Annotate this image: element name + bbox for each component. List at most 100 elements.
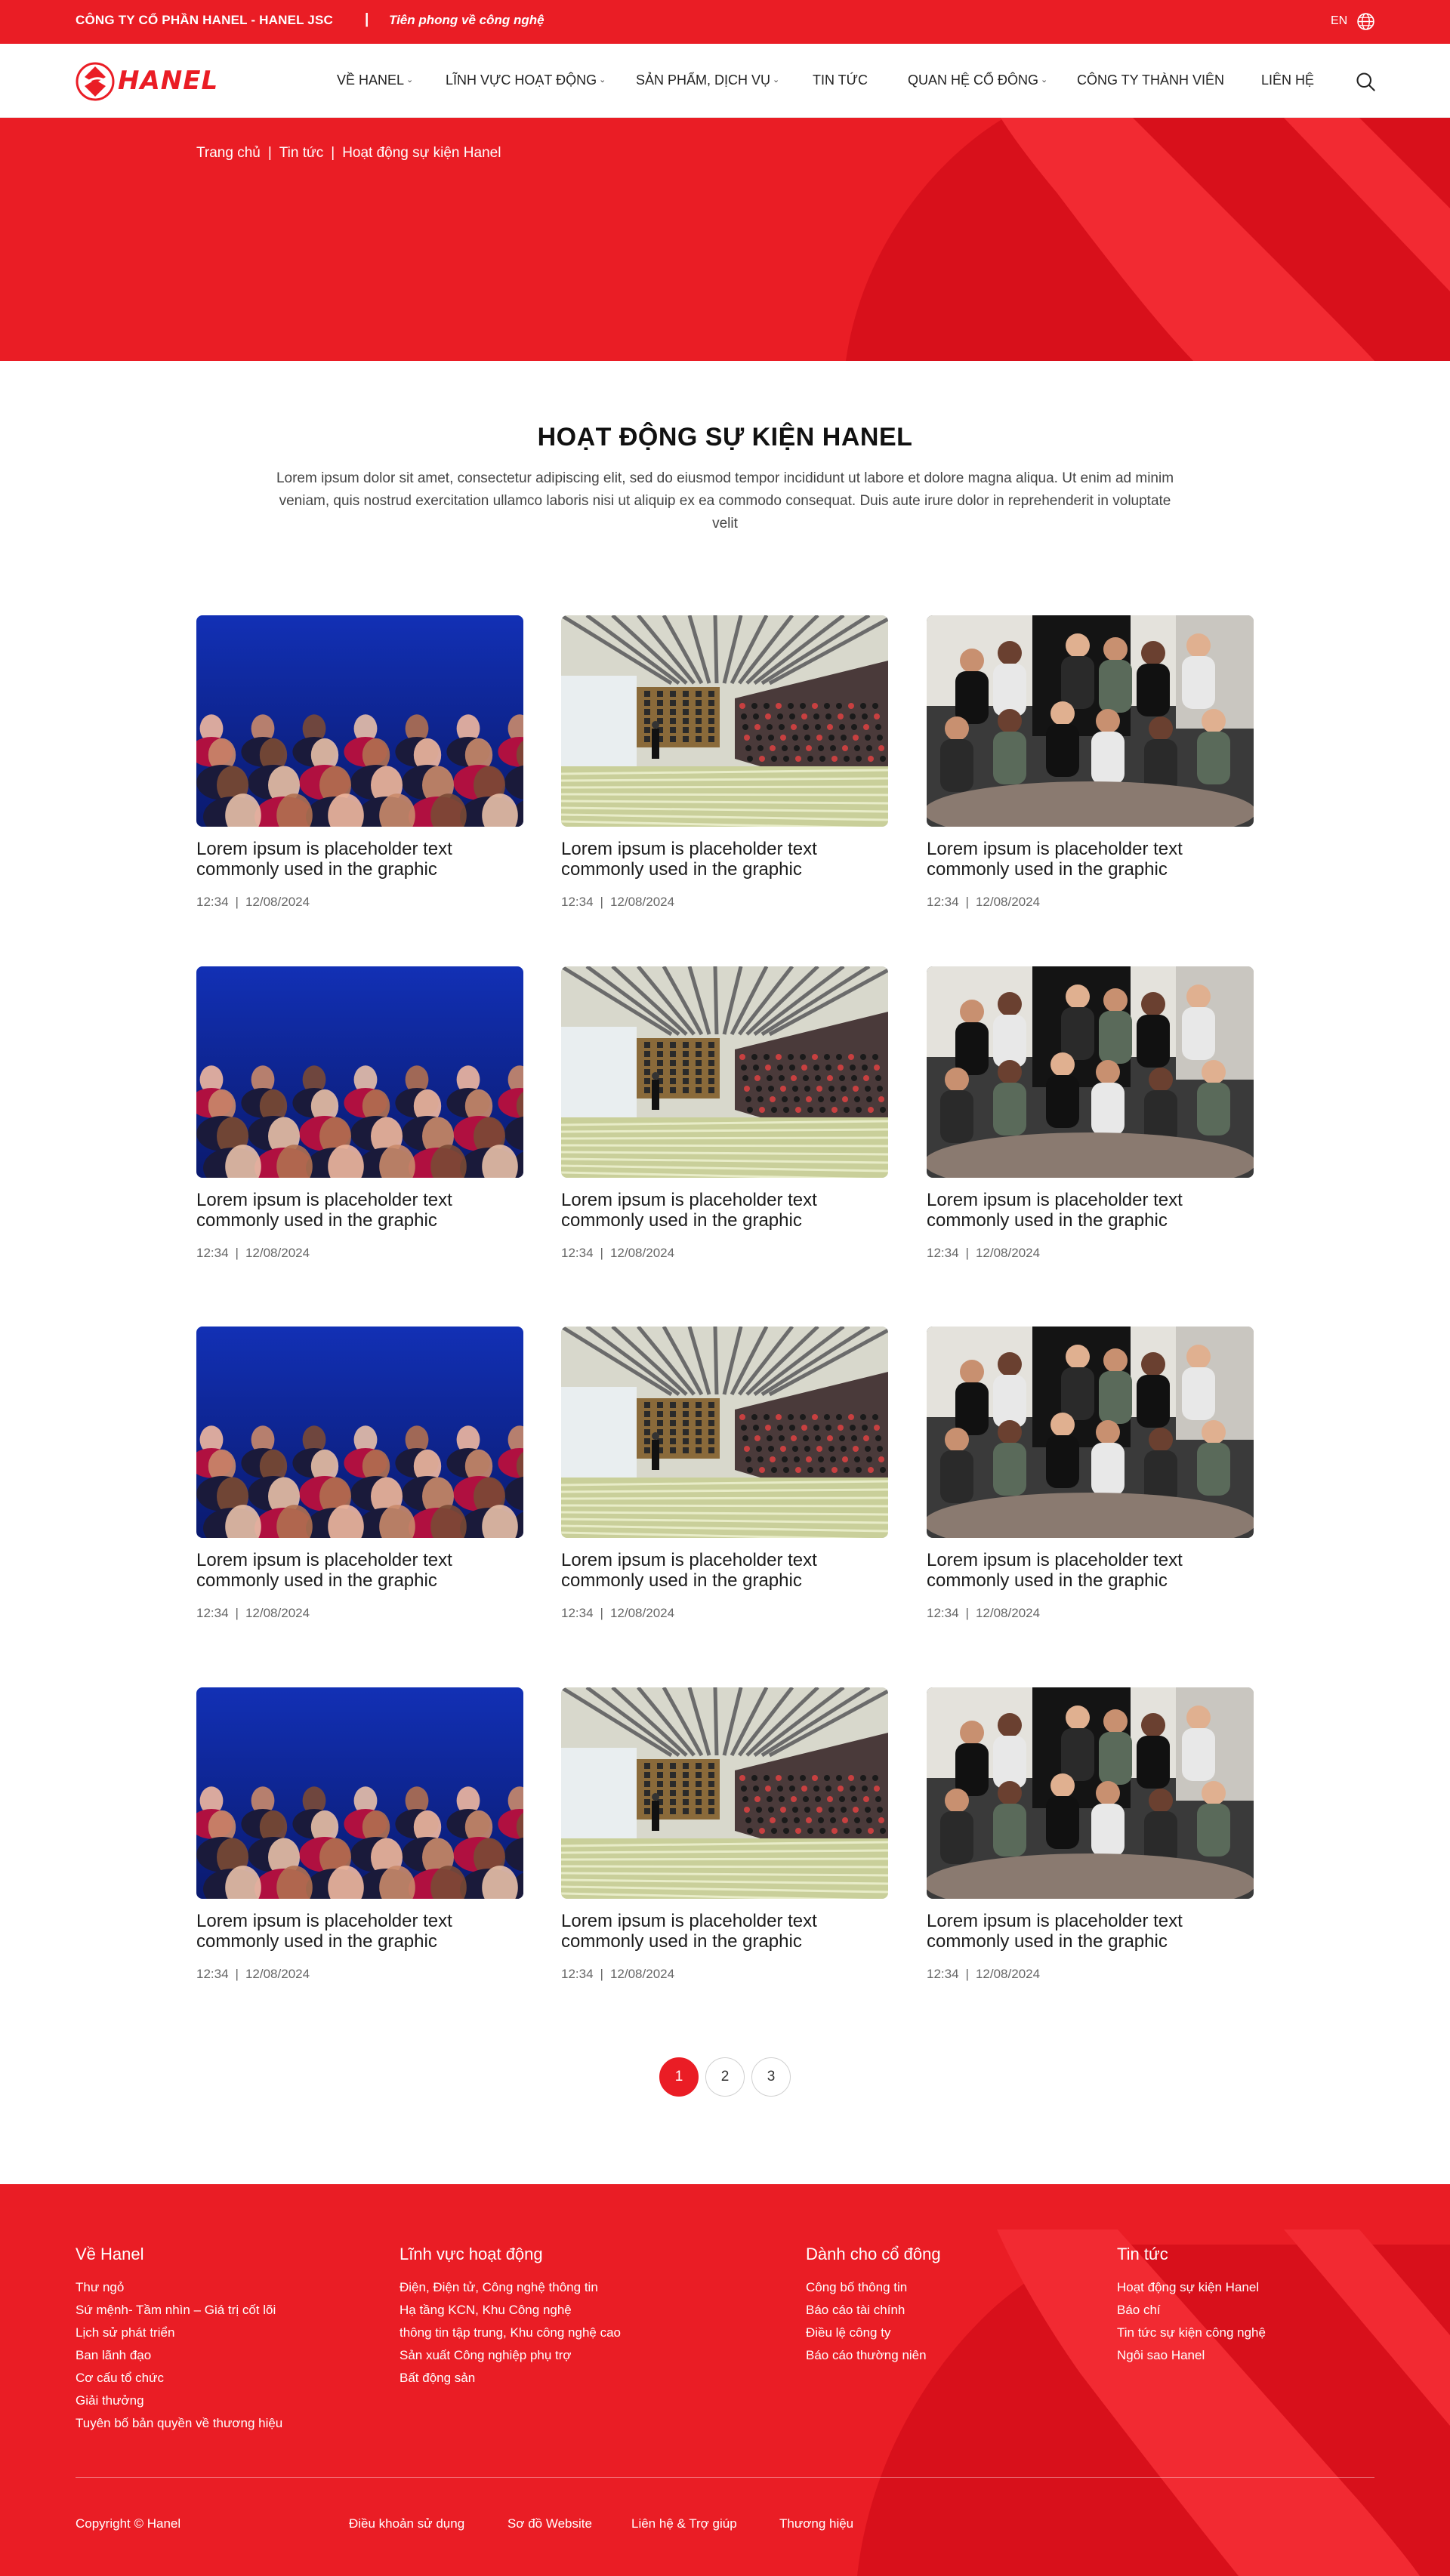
article-card[interactable]: Lorem ipsum is placeholder text commonly… [196,1327,523,1621]
article-thumbnail[interactable] [927,615,1254,827]
article-thumbnail[interactable] [561,1687,888,1899]
article-title[interactable]: Lorem ipsum is placeholder text commonly… [927,1911,1183,1952]
article-thumbnail[interactable] [927,1687,1254,1899]
footer-heading: Lĩnh vực hoạt động [400,2245,543,2263]
article-card[interactable]: Lorem ipsum is placeholder text commonly… [561,1327,888,1621]
article-thumbnail[interactable] [196,966,523,1178]
article-title[interactable]: Lorem ipsum is placeholder text commonly… [561,1911,817,1952]
footer-link[interactable]: Hạ tầng KCN, Khu Công nghệ [400,2303,572,2317]
article-title[interactable]: Lorem ipsum is placeholder text commonly… [196,839,452,880]
article-meta: 12:34 | 12/08/2024 [927,1246,1040,1261]
article-thumbnail[interactable] [196,1327,523,1538]
copyright: Copyright © Hanel [76,2516,181,2531]
footer-link[interactable]: Cơ cấu tổ chức [76,2371,165,2385]
article-time: 12:34 [561,1967,594,1981]
footer-bottom-link-contact[interactable]: Liên hệ & Trợ giúp [631,2516,737,2531]
nav-item-linh-vuc-hoat-dong[interactable]: LĨNH VỰC HOẠT ĐỘNG ⌄ [446,72,606,88]
article-card[interactable]: Lorem ipsum is placeholder text commonly… [196,1687,523,1982]
nav-item-ve-hanel[interactable]: VỀ HANEL ⌄ [337,72,414,88]
pagination: 1 2 3 [659,2057,791,2097]
article-card[interactable]: Lorem ipsum is placeholder text commonly… [561,966,888,1261]
footer-link[interactable]: Công bố thông tin [806,2280,908,2294]
footer-link[interactable]: Lịch sử phát triển [76,2325,175,2340]
article-date: 12/08/2024 [245,895,310,909]
meta-separator: | [965,1606,969,1620]
nav-item-cong-ty-thanh-vien[interactable]: CÔNG TY THÀNH VIÊN [1077,72,1225,88]
footer-link[interactable]: thông tin tập trung, Khu công nghệ cao [400,2325,622,2340]
meta-separator: | [600,895,603,909]
article-card[interactable]: Lorem ipsum is placeholder text commonly… [927,615,1254,910]
article-card[interactable]: Lorem ipsum is placeholder text commonly… [561,1687,888,1982]
footer-link[interactable]: Thư ngỏ [76,2280,125,2294]
article-date: 12/08/2024 [975,895,1041,909]
footer-link[interactable]: Báo cáo tài chính [806,2303,905,2317]
article-title[interactable]: Lorem ipsum is placeholder text commonly… [196,1190,452,1231]
footer-link[interactable]: Hoạt động sự kiện Hanel [1117,2280,1260,2294]
globe-icon[interactable] [1356,12,1375,31]
article-thumbnail[interactable] [927,1327,1254,1538]
hanel-logo-text: HANEL [118,66,219,96]
article-date: 12/08/2024 [245,1967,310,1981]
language-switch[interactable]: EN [1331,14,1348,27]
company-name: CÔNG TY CỔ PHẦN HANEL - HANEL JSC [76,13,333,27]
search-icon[interactable] [1355,71,1376,92]
article-date: 12/08/2024 [245,1606,310,1620]
footer-link[interactable]: Ngôi sao Hanel [1117,2348,1205,2362]
article-time: 12:34 [196,1246,229,1260]
article-title[interactable]: Lorem ipsum is placeholder text commonly… [561,839,817,880]
nav-item-lien-he[interactable]: LIÊN HỆ [1261,72,1315,88]
article-meta: 12:34 | 12/08/2024 [196,895,310,910]
article-thumbnail[interactable] [196,615,523,827]
footer-link[interactable]: Giải thưởng [76,2393,144,2408]
page-button-1[interactable]: 1 [659,2057,699,2097]
page-button-3[interactable]: 3 [751,2057,791,2097]
article-date: 12/08/2024 [975,1606,1041,1620]
footer-link[interactable]: Sứ mệnh- Tầm nhìn – Giá trị cốt lõi [76,2303,276,2317]
article-card[interactable]: Lorem ipsum is placeholder text commonly… [927,1327,1254,1621]
article-thumbnail[interactable] [561,966,888,1178]
article-thumbnail[interactable] [196,1687,523,1899]
footer-link[interactable]: Sản xuất Công nghiệp phụ trợ [400,2348,572,2362]
footer-link[interactable]: Báo chí [1117,2303,1161,2317]
footer-bottom-link-terms[interactable]: Điều khoản sử dụng [349,2516,465,2531]
article-card[interactable]: Lorem ipsum is placeholder text commonly… [927,966,1254,1261]
footer-link[interactable]: Tin tức sự kiện công nghệ [1117,2325,1266,2340]
footer-link[interactable]: Báo cáo thường niên [806,2348,927,2362]
footer-link[interactable]: Bất động sản [400,2371,476,2385]
article-card[interactable]: Lorem ipsum is placeholder text commonly… [196,966,523,1261]
meta-separator: | [965,895,969,909]
article-thumbnail[interactable] [561,615,888,827]
article-title[interactable]: Lorem ipsum is placeholder text commonly… [561,1190,817,1231]
footer-link[interactable]: Điện, Điện tử, Công nghệ thông tin [400,2280,598,2294]
article-meta: 12:34 | 12/08/2024 [196,1606,310,1621]
footer-link[interactable]: Ban lãnh đạo [76,2348,152,2362]
nav-item-quan-he-co-dong[interactable]: QUAN HỆ CỔ ĐÔNG ⌄ [908,72,1048,88]
article-title[interactable]: Lorem ipsum is placeholder text commonly… [927,1190,1183,1231]
article-title[interactable]: Lorem ipsum is placeholder text commonly… [561,1550,817,1591]
article-card[interactable]: Lorem ipsum is placeholder text commonly… [196,615,523,910]
footer-bottom-link-brand[interactable]: Thương hiệu [779,2516,854,2531]
page-description: Lorem ipsum dolor sit amet, consectetur … [276,470,1174,532]
article-title[interactable]: Lorem ipsum is placeholder text commonly… [196,1911,452,1952]
breadcrumb-current: Hoạt động sự kiện Hanel [342,145,501,161]
footer-bottom-link-sitemap[interactable]: Sơ đồ Website [508,2516,592,2531]
article-title[interactable]: Lorem ipsum is placeholder text commonly… [927,839,1183,880]
meta-separator: | [235,1606,239,1620]
footer-link[interactable]: Điều lệ công ty [806,2325,891,2340]
breadcrumb-news[interactable]: Tin tức [279,145,324,161]
article-time: 12:34 [927,895,959,909]
article-time: 12:34 [561,895,594,909]
footer-link[interactable]: Tuyên bố bản quyền về thương hiệu [76,2416,283,2430]
nav-item-tin-tuc[interactable]: TIN TỨC [813,72,868,88]
hanel-logo[interactable]: HANEL [76,62,227,101]
breadcrumb-home[interactable]: Trang chủ [196,145,261,161]
article-title[interactable]: Lorem ipsum is placeholder text commonly… [927,1550,1183,1591]
article-card[interactable]: Lorem ipsum is placeholder text commonly… [561,615,888,910]
article-thumbnail[interactable] [927,966,1254,1178]
chevron-down-icon: ⌄ [1041,75,1048,85]
article-card[interactable]: Lorem ipsum is placeholder text commonly… [927,1687,1254,1982]
article-title[interactable]: Lorem ipsum is placeholder text commonly… [196,1550,452,1591]
nav-item-san-pham-dich-vu[interactable]: SẢN PHẨM, DỊCH VỤ ⌄ [636,72,780,88]
article-thumbnail[interactable] [561,1327,888,1538]
page-button-2[interactable]: 2 [705,2057,745,2097]
